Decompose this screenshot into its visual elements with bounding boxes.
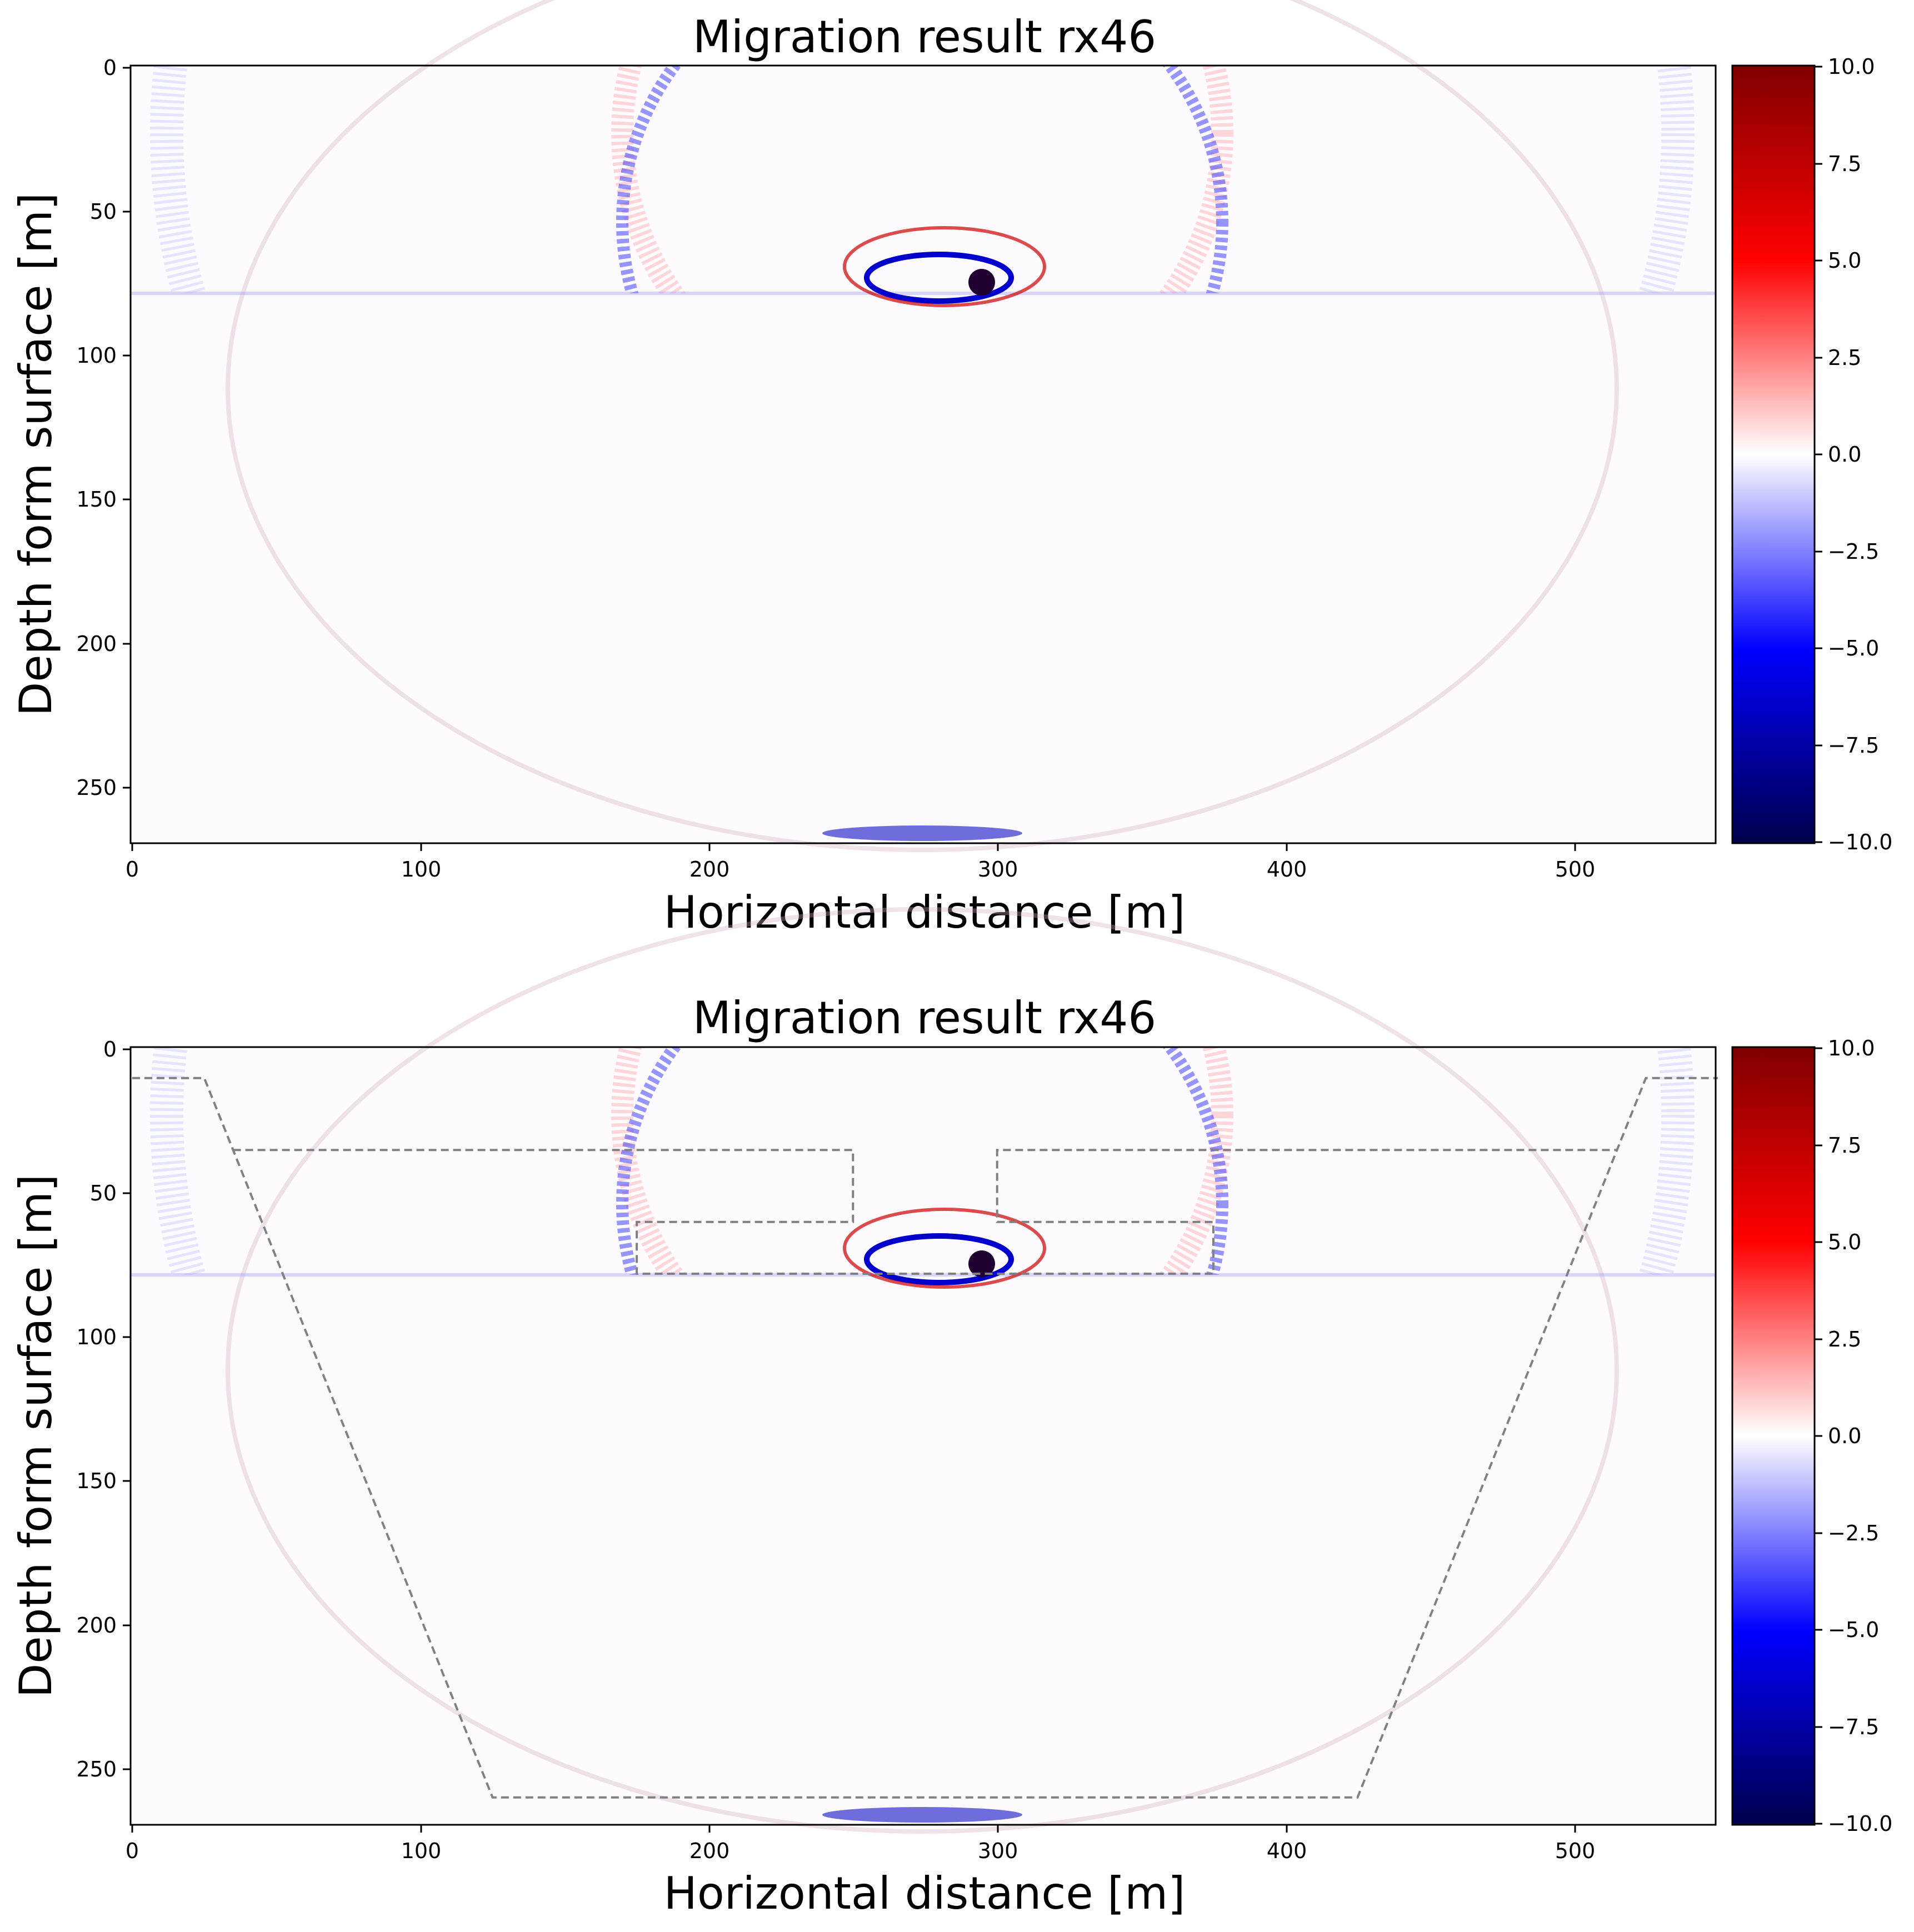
x-tick-label: 100 xyxy=(401,857,442,882)
y-tick-label: 150 xyxy=(76,1469,117,1493)
bottom-reflection xyxy=(822,1807,1022,1823)
colorbar-tick-label: −7.5 xyxy=(1828,1715,1879,1739)
anomaly-core xyxy=(968,1250,995,1277)
colorbar-tick-label: −10.0 xyxy=(1828,830,1892,854)
colorbar-tick-label: −2.5 xyxy=(1828,539,1879,564)
y-tick-label: 200 xyxy=(76,1613,117,1638)
chart-title: Migration result rx46 xyxy=(693,11,1156,63)
y-tick-label: 250 xyxy=(76,1757,117,1781)
x-tick-label: 200 xyxy=(689,1839,730,1863)
y-tick-label: 50 xyxy=(90,1181,117,1205)
y-axis-label: Depth form surface [m] xyxy=(10,1174,62,1698)
model-outline xyxy=(132,1077,1718,1799)
colorbar-tick-label: 5.0 xyxy=(1828,248,1861,273)
y-tick-label: 200 xyxy=(76,632,117,656)
y-tick-label: 0 xyxy=(103,1037,117,1062)
chart-title: Migration result rx46 xyxy=(693,992,1156,1044)
y-ticks: 0 50 100 150 200 250 xyxy=(76,56,131,800)
x-tick-label: 500 xyxy=(1555,1839,1596,1863)
plot-frame xyxy=(129,1046,1717,1826)
y-tick-label: 0 xyxy=(103,56,117,80)
heatmap-background xyxy=(131,66,1716,843)
x-tick-label: 400 xyxy=(1267,857,1307,882)
heatmap-area xyxy=(131,0,1716,852)
chart-panel-2: Migration result rx46 0 100 200 300 400 xyxy=(10,907,1892,1919)
anomaly-arc-red xyxy=(843,226,1046,307)
colorbar-tick-label: 10.0 xyxy=(1828,54,1875,79)
x-tick-label: 0 xyxy=(126,1839,139,1863)
colorbar-tick-label: 5.0 xyxy=(1828,1230,1861,1254)
colorbar-ticks: 10.0 7.5 5.0 2.5 0.0 −2.5 −5.0 −7.5 −10.… xyxy=(1815,54,1892,854)
x-tick-label: 500 xyxy=(1555,857,1596,882)
colorbar: 10.0 7.5 5.0 2.5 0.0 −2.5 −5.0 −7.5 −10.… xyxy=(1731,1036,1892,1836)
y-tick-label: 100 xyxy=(76,343,117,368)
deep-wavefront xyxy=(226,907,1619,1834)
wave-ring-inner xyxy=(611,66,1233,293)
colorbar-tick-label: 2.5 xyxy=(1828,1327,1861,1352)
y-tick-label: 250 xyxy=(76,775,117,800)
x-tick-label: 300 xyxy=(978,857,1018,882)
colorbar-tick-label: −7.5 xyxy=(1828,733,1879,758)
anomaly-arc-blue xyxy=(864,252,1014,304)
deep-wavefront xyxy=(226,0,1619,852)
wave-rings-upper xyxy=(150,1047,1695,1275)
wave-ring-outer xyxy=(150,66,1695,293)
colorbar-tick-label: 2.5 xyxy=(1828,346,1861,370)
colorbar-tick-label: 0.0 xyxy=(1828,1424,1861,1448)
x-ticks: 0 100 200 300 400 500 xyxy=(126,843,1595,882)
x-tick-label: 100 xyxy=(401,1839,442,1863)
colorbar-gradient xyxy=(1731,1046,1816,1826)
wave-ring-strong xyxy=(616,1047,1228,1275)
colorbar-ticks: 10.0 7.5 5.0 2.5 0.0 −2.5 −5.0 −7.5 −10.… xyxy=(1815,1036,1892,1836)
colorbar-tick-label: −5.0 xyxy=(1828,636,1879,660)
colorbar-tick-label: −10.0 xyxy=(1828,1811,1892,1836)
y-ticks: 0 50 100 150 200 250 xyxy=(76,1037,131,1781)
wave-ring-inner xyxy=(611,1047,1233,1275)
anomaly-core xyxy=(968,269,995,296)
outline-path-1 xyxy=(132,1077,1718,1799)
colorbar: 10.0 7.5 5.0 2.5 0.0 −2.5 −5.0 −7.5 −10.… xyxy=(1731,54,1892,854)
colorbar-tick-label: 7.5 xyxy=(1828,1133,1861,1158)
x-tick-label: 300 xyxy=(978,1839,1018,1863)
x-tick-label: 200 xyxy=(689,857,730,882)
chart-panel-1: Migration result rx46 0 100 200 300 400 … xyxy=(10,0,1892,938)
x-tick-label: 0 xyxy=(126,857,139,882)
anomaly-arc-blue xyxy=(864,1233,1014,1285)
bottom-reflection xyxy=(822,825,1022,841)
colorbar-gradient xyxy=(1731,64,1816,844)
x-ticks: 0 100 200 300 400 500 xyxy=(126,1825,1595,1863)
colorbar-tick-label: 10.0 xyxy=(1828,1036,1875,1060)
heatmap-area xyxy=(131,907,1718,1834)
x-axis-label: Horizontal distance [m] xyxy=(664,887,1186,938)
x-tick-label: 400 xyxy=(1267,1839,1307,1863)
y-tick-label: 150 xyxy=(76,487,117,512)
colorbar-tick-label: 0.0 xyxy=(1828,442,1861,467)
colorbar-tick-label: −2.5 xyxy=(1828,1521,1879,1545)
colorbar-tick-label: 7.5 xyxy=(1828,152,1861,176)
x-axis-label: Horizontal distance [m] xyxy=(664,1868,1186,1919)
wave-rings-upper xyxy=(150,66,1695,293)
wave-ring-strong xyxy=(616,66,1228,293)
outline-path-2 xyxy=(233,1149,1617,1275)
plot-frame xyxy=(129,64,1717,844)
colorbar-tick-label: −5.0 xyxy=(1828,1618,1879,1642)
anomaly-arc-red xyxy=(843,1208,1046,1289)
y-tick-label: 50 xyxy=(90,199,117,224)
wave-ring-outer xyxy=(150,1047,1695,1275)
y-tick-label: 100 xyxy=(76,1325,117,1349)
y-axis-label: Depth form surface [m] xyxy=(10,193,62,717)
heatmap-background xyxy=(131,1047,1716,1825)
